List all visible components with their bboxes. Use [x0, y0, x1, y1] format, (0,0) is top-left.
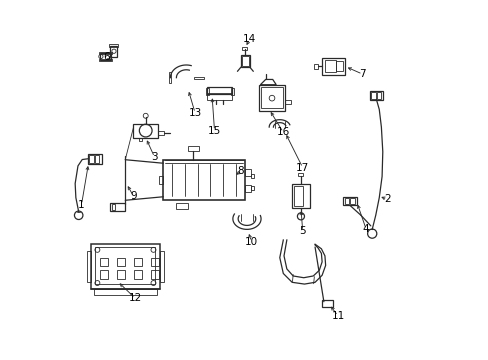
- Bar: [322, 58, 345, 75]
- Bar: [163, 160, 244, 200]
- Bar: [349, 198, 354, 204]
- Bar: [207, 93, 232, 100]
- Bar: [250, 174, 254, 178]
- Bar: [335, 62, 343, 71]
- Bar: [242, 56, 248, 66]
- Bar: [109, 46, 117, 57]
- Bar: [134, 270, 142, 279]
- Bar: [244, 185, 250, 192]
- Bar: [244, 169, 250, 176]
- Bar: [100, 53, 111, 60]
- Text: 10: 10: [244, 237, 258, 247]
- Bar: [207, 87, 232, 94]
- Bar: [298, 173, 303, 176]
- Text: 9: 9: [130, 191, 137, 201]
- Bar: [175, 203, 188, 209]
- Text: 2: 2: [383, 194, 390, 204]
- Bar: [87, 251, 91, 282]
- Text: 13: 13: [188, 108, 202, 118]
- Bar: [168, 72, 171, 83]
- Bar: [285, 100, 291, 104]
- Bar: [112, 204, 115, 210]
- Text: 6: 6: [103, 51, 110, 62]
- Text: 4: 4: [362, 224, 369, 234]
- Bar: [369, 91, 383, 100]
- Bar: [99, 59, 112, 62]
- Bar: [291, 184, 309, 208]
- Bar: [205, 87, 208, 95]
- Bar: [151, 258, 159, 266]
- Bar: [108, 44, 118, 47]
- Bar: [370, 92, 375, 99]
- Bar: [99, 51, 112, 54]
- Bar: [134, 258, 142, 266]
- Bar: [294, 186, 303, 206]
- Bar: [322, 300, 332, 307]
- Bar: [242, 48, 246, 50]
- Bar: [160, 251, 164, 282]
- Bar: [188, 145, 198, 151]
- Text: 14: 14: [243, 34, 256, 44]
- Bar: [324, 60, 335, 72]
- Text: 7: 7: [359, 69, 365, 79]
- Bar: [241, 55, 249, 67]
- Bar: [343, 197, 356, 206]
- Text: 3: 3: [151, 152, 158, 162]
- Bar: [193, 77, 204, 80]
- Bar: [250, 186, 254, 190]
- Text: 8: 8: [237, 166, 244, 176]
- Bar: [376, 92, 381, 99]
- Bar: [151, 270, 159, 279]
- Bar: [110, 203, 124, 211]
- Bar: [344, 198, 348, 204]
- Bar: [159, 176, 163, 184]
- Text: 11: 11: [331, 311, 344, 321]
- Bar: [261, 87, 282, 108]
- Bar: [95, 247, 155, 284]
- Text: 17: 17: [295, 163, 309, 173]
- Text: 1: 1: [78, 200, 84, 210]
- Bar: [117, 270, 124, 279]
- Bar: [158, 131, 164, 135]
- Bar: [133, 123, 158, 138]
- Text: 16: 16: [276, 127, 289, 138]
- Bar: [91, 243, 160, 289]
- Text: 15: 15: [207, 126, 221, 136]
- Bar: [258, 85, 285, 111]
- Text: 5: 5: [299, 226, 305, 236]
- Bar: [139, 138, 142, 141]
- Bar: [314, 64, 317, 68]
- Text: 12: 12: [128, 293, 142, 303]
- Bar: [89, 155, 93, 163]
- Bar: [100, 270, 107, 279]
- Bar: [231, 87, 233, 95]
- Bar: [94, 155, 99, 163]
- Bar: [87, 153, 102, 164]
- Bar: [100, 258, 107, 266]
- Bar: [117, 258, 124, 266]
